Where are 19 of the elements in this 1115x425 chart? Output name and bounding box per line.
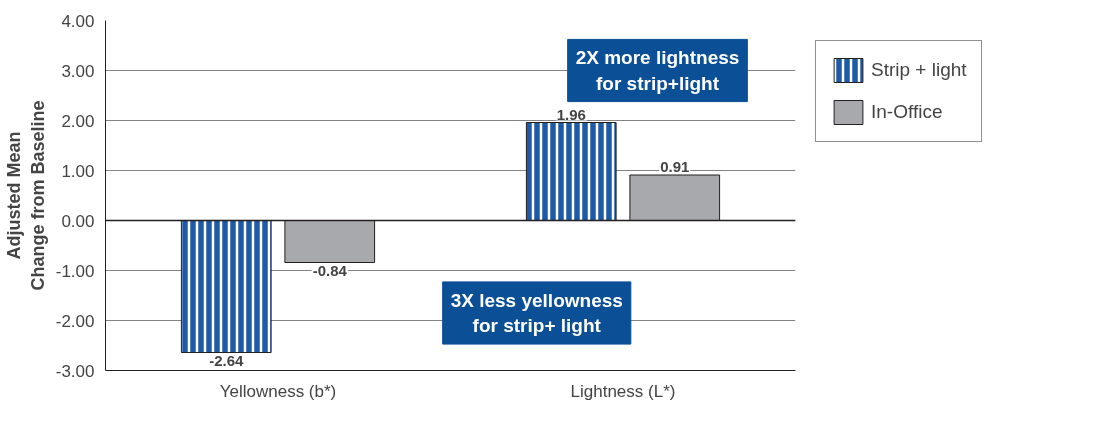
y-tick-label: -1.00 <box>55 261 95 281</box>
data-label: 0.91 <box>660 158 690 175</box>
y-tick-label: -3.00 <box>55 361 95 381</box>
y-tick-label: 1.00 <box>61 161 95 181</box>
x-tick-label: Yellowness (b*) <box>219 381 337 401</box>
annotation: 3X less yellowness for strip+ light <box>450 289 623 337</box>
y-axis-title: Adjusted Mean Change from Baseline <box>3 100 48 291</box>
y-tick-label: -2.00 <box>55 311 95 331</box>
legend-label: In-Office <box>871 101 943 123</box>
data-label: -2.64 <box>209 351 244 369</box>
x-tick-label: Lightness (L*) <box>570 381 676 401</box>
y-tick-label: 2.00 <box>61 111 95 131</box>
y-tick-label: 4.00 <box>61 11 95 31</box>
data-label: -0.84 <box>312 261 348 279</box>
y-tick-label: 3.00 <box>61 61 95 81</box>
legend-label: Strip + light <box>871 59 967 81</box>
y-tick-label: 0.00 <box>61 211 95 231</box>
annotation: 2X more lightness for strip+light <box>575 47 740 94</box>
data-label: 1.96 <box>556 105 586 123</box>
